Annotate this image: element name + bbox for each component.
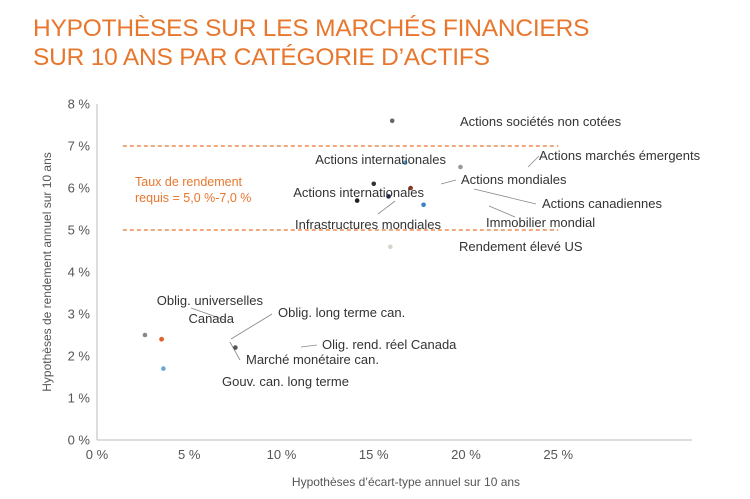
x-tick-label: 20 % <box>451 447 481 462</box>
x-axis-label: Hypothèses d’écart-type annuel sur 10 an… <box>292 475 520 489</box>
band-label-line-2: requis = 5,0 %-7,0 % <box>135 191 251 205</box>
leader-line <box>190 307 226 321</box>
point-label: Actions marchés émergents <box>539 148 701 163</box>
point-labels-group: Actions sociétés non cotées Actions inter… <box>157 114 701 389</box>
point-label: Actions internationales <box>315 152 446 167</box>
points-group <box>142 118 463 371</box>
scatter-point <box>354 198 360 203</box>
leader-line <box>488 205 516 218</box>
x-tick-label: 10 % <box>267 447 297 462</box>
scatter-point <box>142 332 148 338</box>
scatter-point <box>386 194 391 199</box>
scatter-point <box>408 185 413 191</box>
title-line-2: SUR 10 ANS PAR CATÉGORIE D’ACTIFS <box>33 44 490 71</box>
y-tick-label: 0 % <box>68 433 91 448</box>
point-label: Actions mondiales <box>461 172 567 187</box>
point-label: Oblig. long terme can. <box>278 305 405 320</box>
leader-line <box>229 341 241 361</box>
y-tick-label: 5 % <box>68 223 91 238</box>
point-label: Infrastructures mondiales <box>295 217 441 232</box>
leader-line <box>230 313 273 340</box>
y-tick-label: 8 % <box>68 97 91 112</box>
point-label: Gouv. can. long terme <box>222 374 349 389</box>
scatter-point <box>402 160 408 166</box>
point-label: Marché monétaire can. <box>246 352 379 367</box>
y-tick-label: 2 % <box>68 349 91 364</box>
point-label: Canada <box>188 311 234 326</box>
point-label: Actions canadiennes <box>542 196 662 211</box>
scatter-point <box>388 244 393 250</box>
leader-line <box>473 188 537 205</box>
point-label: Rendement élevé US <box>459 239 583 254</box>
x-tick-label: 15 % <box>359 447 389 462</box>
scatter-point <box>159 336 164 342</box>
leader-line <box>527 155 540 168</box>
x-tick-label: 25 % <box>543 447 573 462</box>
title-line-1: HYPOTHÈSES SUR LES MARCHÉS FINANCIERS <box>33 15 590 42</box>
y-tick-label: 1 % <box>68 391 91 406</box>
point-label: Actions internationales <box>293 185 424 200</box>
y-tick-label: 4 % <box>68 265 91 280</box>
leader-line <box>377 200 396 215</box>
leader-line <box>440 179 457 185</box>
point-label: Immobilier mondial <box>486 215 595 230</box>
band-label-line-1: Taux de rendement <box>135 175 243 189</box>
chart-title: HYPOTHÈSES SUR LES MARCHÉS FINANCIERS SU… <box>33 14 589 72</box>
scatter-point <box>421 202 426 208</box>
point-label: Olig. rend. réel Canada <box>322 337 457 352</box>
required-return-band-group <box>122 145 559 231</box>
scatter-point <box>389 118 395 124</box>
scatter-point <box>233 345 238 350</box>
leader-lines-group <box>190 155 540 361</box>
axes-group: 0 % 1 % 2 % 3 % 4 % 5 % 6 % 7 % 8 % 0 % 5 % 10 % 15 … <box>68 97 692 462</box>
y-tick-label: 3 % <box>68 307 91 322</box>
y-tick-label: 6 % <box>68 181 91 196</box>
point-label: Oblig. universelles <box>157 293 264 308</box>
leader-line <box>300 344 318 348</box>
x-tick-label: 0 % <box>86 447 109 462</box>
scatter-point <box>161 366 166 371</box>
y-tick-label: 7 % <box>68 139 91 154</box>
x-tick-label: 5 % <box>178 447 201 462</box>
scatter-point <box>458 164 463 170</box>
y-axis-label: Hypothèses de rendement annuel sur 10 an… <box>40 152 54 392</box>
point-label: Actions sociétés non cotées <box>460 114 622 129</box>
scatter-point <box>371 181 377 187</box>
